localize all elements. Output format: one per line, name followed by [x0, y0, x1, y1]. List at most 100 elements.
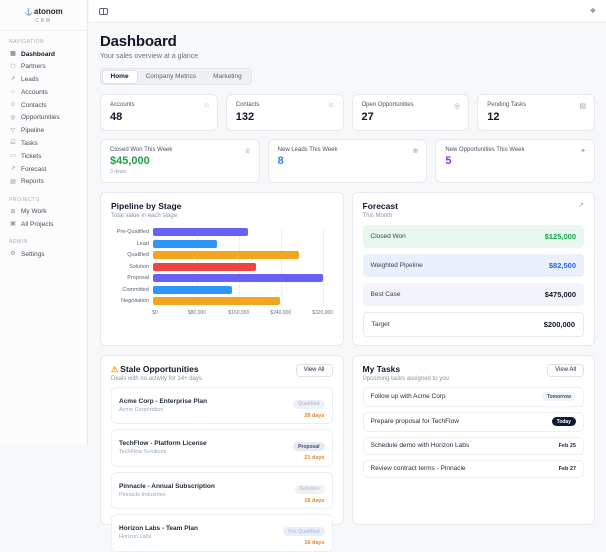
stale-age: 28 days [304, 412, 325, 419]
chart-track [153, 227, 331, 239]
sidebar-item-label: Opportunities [21, 114, 60, 122]
task-item[interactable]: Schedule demo with Horizon Labs Feb 25 [362, 436, 584, 455]
tasks-view-all-button[interactable]: View All [547, 363, 584, 377]
sidebar-item-opportunities[interactable]: ◎ Opportunities [0, 112, 87, 125]
sidebar-sections: Navigation ▦ Dashboard ⬡ Partners ⇗ Leads ⌂ Acco… [0, 39, 87, 261]
tab-company-metrics[interactable]: Company Metrics [145, 73, 197, 80]
forecast-row-label: Target [371, 320, 390, 328]
sidebar-item-label: Tasks [21, 140, 38, 148]
tab-marketing[interactable]: Marketing [213, 73, 242, 80]
stale-opportunity-item[interactable]: Pinnacle - Annual Subscription Pinnacle I… [111, 471, 333, 509]
forecast-row-best-case: Best Case $475,000 [362, 282, 584, 306]
stale-view-all-button[interactable]: View All [295, 363, 333, 377]
sidebar-item-contacts[interactable]: ☺ Contacts [0, 99, 87, 112]
chart-row-qualified: Qualified [111, 250, 333, 262]
forecast-row-value: $200,000 [543, 319, 575, 329]
sidebar-item-label: Contacts [21, 101, 47, 109]
header-action-icon[interactable]: ❖ [589, 8, 596, 15]
sparkles-icon: ✦ [580, 147, 586, 155]
task-item[interactable]: Follow up with Acme Corp Tomorrow [362, 386, 584, 407]
stale-item-info: Pinnacle - Annual Subscription Pinnacle I… [119, 483, 215, 498]
pipeline-title: Pipeline by Stage [111, 200, 182, 211]
tasks-icon: ☑ [10, 140, 16, 147]
opportunity-company: Pinnacle Industries [119, 491, 166, 498]
chart-bar-negotiation[interactable] [153, 297, 281, 306]
forecast-row-value: $475,000 [544, 289, 576, 299]
stage-badge: Solution [294, 484, 325, 494]
stat-card-open-opportunities[interactable]: Open Opportunities 27 ◎ [351, 94, 470, 131]
chart-bar-proposal[interactable] [153, 274, 323, 283]
chart-x-tick: $320,000 [312, 309, 334, 316]
stat-card-value: 27 [361, 110, 374, 123]
sidebar-item-forecast[interactable]: ↗ Forecast [0, 163, 87, 176]
stale-opportunity-item[interactable]: Horizon Labs - Team Plan Horizon Labs Pre-… [111, 514, 333, 552]
stage-badge: Pre-Qualified [283, 527, 325, 536]
my-work-icon: ⊞ [10, 208, 16, 215]
chart-category-label: Proposal [127, 275, 149, 282]
stale-item-info: TechFlow - Platform License TechFlow Solu… [119, 440, 207, 455]
task-items: Follow up with Acme Corp Tomorrow Prepare … [362, 386, 584, 478]
main-area: ❖ Dashboard Your sales overview at a gla… [89, 0, 606, 552]
stat-card-new-leads-this-week[interactable]: New Leads This Week 8 ⊕ [267, 138, 428, 183]
sidebar-item-settings[interactable]: ⚙ Settings [0, 248, 87, 261]
forecast-row-closed-won: Closed Won $125,000 [362, 224, 584, 248]
stale-opportunity-item[interactable]: Acme Corp - Enterprise Plan Acme Corporat… [111, 386, 333, 424]
stat-card-accounts[interactable]: Accounts 48 ⌂ [100, 94, 218, 131]
opportunity-name: TechFlow - Platform License [119, 440, 207, 448]
task-name: Schedule demo with Horizon Labs [370, 442, 470, 449]
stage-badge: Proposal [293, 442, 325, 451]
forecast-icon: ↗ [10, 165, 16, 172]
chart-track [153, 250, 331, 262]
chart-gridline [280, 227, 282, 307]
task-due-date: Feb 27 [558, 465, 576, 472]
warning-icon: ⚠ [111, 364, 119, 374]
stale-opportunity-item[interactable]: TechFlow - Platform License TechFlow Solu… [111, 429, 333, 467]
chart-panels-row: Pipeline by Stage Total value in each st… [100, 191, 595, 346]
sidebar-toggle-icon[interactable] [99, 7, 108, 15]
chart-row-solution: Solution [111, 261, 333, 273]
sidebar-item-partners[interactable]: ⬡ Partners [0, 61, 87, 74]
sidebar-item-label: Settings [21, 250, 45, 258]
chart-category-label: Pre-Qualified [116, 229, 149, 236]
tab-home[interactable]: Home [102, 70, 137, 83]
stat-card-contacts[interactable]: Contacts 132 ☺ [225, 94, 344, 131]
stat-card-new-opportunities-this-week[interactable]: New Opportunities This Week 5 ✦ [435, 138, 595, 183]
task-item[interactable]: Prepare proposal for TechFlow Today [362, 411, 584, 432]
stat-card-label: Accounts [110, 102, 135, 108]
sidebar-item-leads[interactable]: ⇗ Leads [0, 74, 87, 87]
opportunity-name: Horizon Labs - Team Plan [119, 525, 198, 533]
building-icon: ⌂ [204, 102, 209, 109]
chart-bar-pre-qualified[interactable] [153, 228, 249, 237]
sidebar-item-tickets[interactable]: ▭ Tickets [0, 150, 87, 163]
sidebar-item-reports[interactable]: ▤ Reports [0, 176, 87, 189]
chart-row-pre-qualified: Pre-Qualified [111, 227, 333, 239]
anchor-icon: ⚓ [24, 9, 33, 16]
sidebar-item-accounts[interactable]: ⌂ Accounts [0, 86, 87, 99]
stale-age: 21 days [304, 455, 325, 461]
sidebar-item-all-projects[interactable]: ▣ All Projects [0, 219, 87, 232]
task-item[interactable]: Review contract terms - Pinnacle Feb 27 [362, 459, 584, 478]
sidebar-item-tasks[interactable]: ☑ Tasks [0, 138, 87, 151]
stale-age: 16 days [304, 540, 325, 546]
sidebar-item-pipeline[interactable]: ▽ Pipeline [0, 125, 87, 138]
opportunity-company: Horizon Labs [119, 534, 152, 541]
stage-badge: Qualified [293, 399, 325, 409]
chart-category-label: Lead [136, 240, 149, 247]
sidebar-item-label: Forecast [21, 165, 47, 173]
stat-card-closed-won-this-week[interactable]: Closed Won This Week $45,000 3 deals ♕ [100, 138, 260, 183]
trending-up-icon: ↗ [578, 201, 584, 209]
my-tasks-panel: My Tasks Upcoming tasks assigned to you … [351, 354, 595, 525]
sidebar-item-my-work[interactable]: ⊞ My Work [0, 206, 87, 219]
chart-bar-lead[interactable] [153, 239, 217, 248]
stale-item-info: Acme Corp - Enterprise Plan Acme Corporat… [119, 398, 207, 413]
stat-card-pending-tasks[interactable]: Pending Tasks 12 ▤ [477, 94, 595, 131]
chart-bar-qualified[interactable] [153, 251, 299, 260]
sidebar-item-label: All Projects [21, 221, 54, 229]
stat-card-label: Contacts [235, 102, 260, 108]
dashboard-content: Dashboard Your sales overview at a glanc… [89, 23, 606, 552]
sidebar-item-dashboard[interactable]: ▦ Dashboard [0, 48, 87, 61]
stale-title: Stale Opportunities [120, 363, 199, 374]
chart-bar-committed[interactable] [153, 285, 233, 294]
sidebar-section-label: Admin [9, 239, 28, 246]
chart-bar-solution[interactable] [153, 262, 257, 271]
